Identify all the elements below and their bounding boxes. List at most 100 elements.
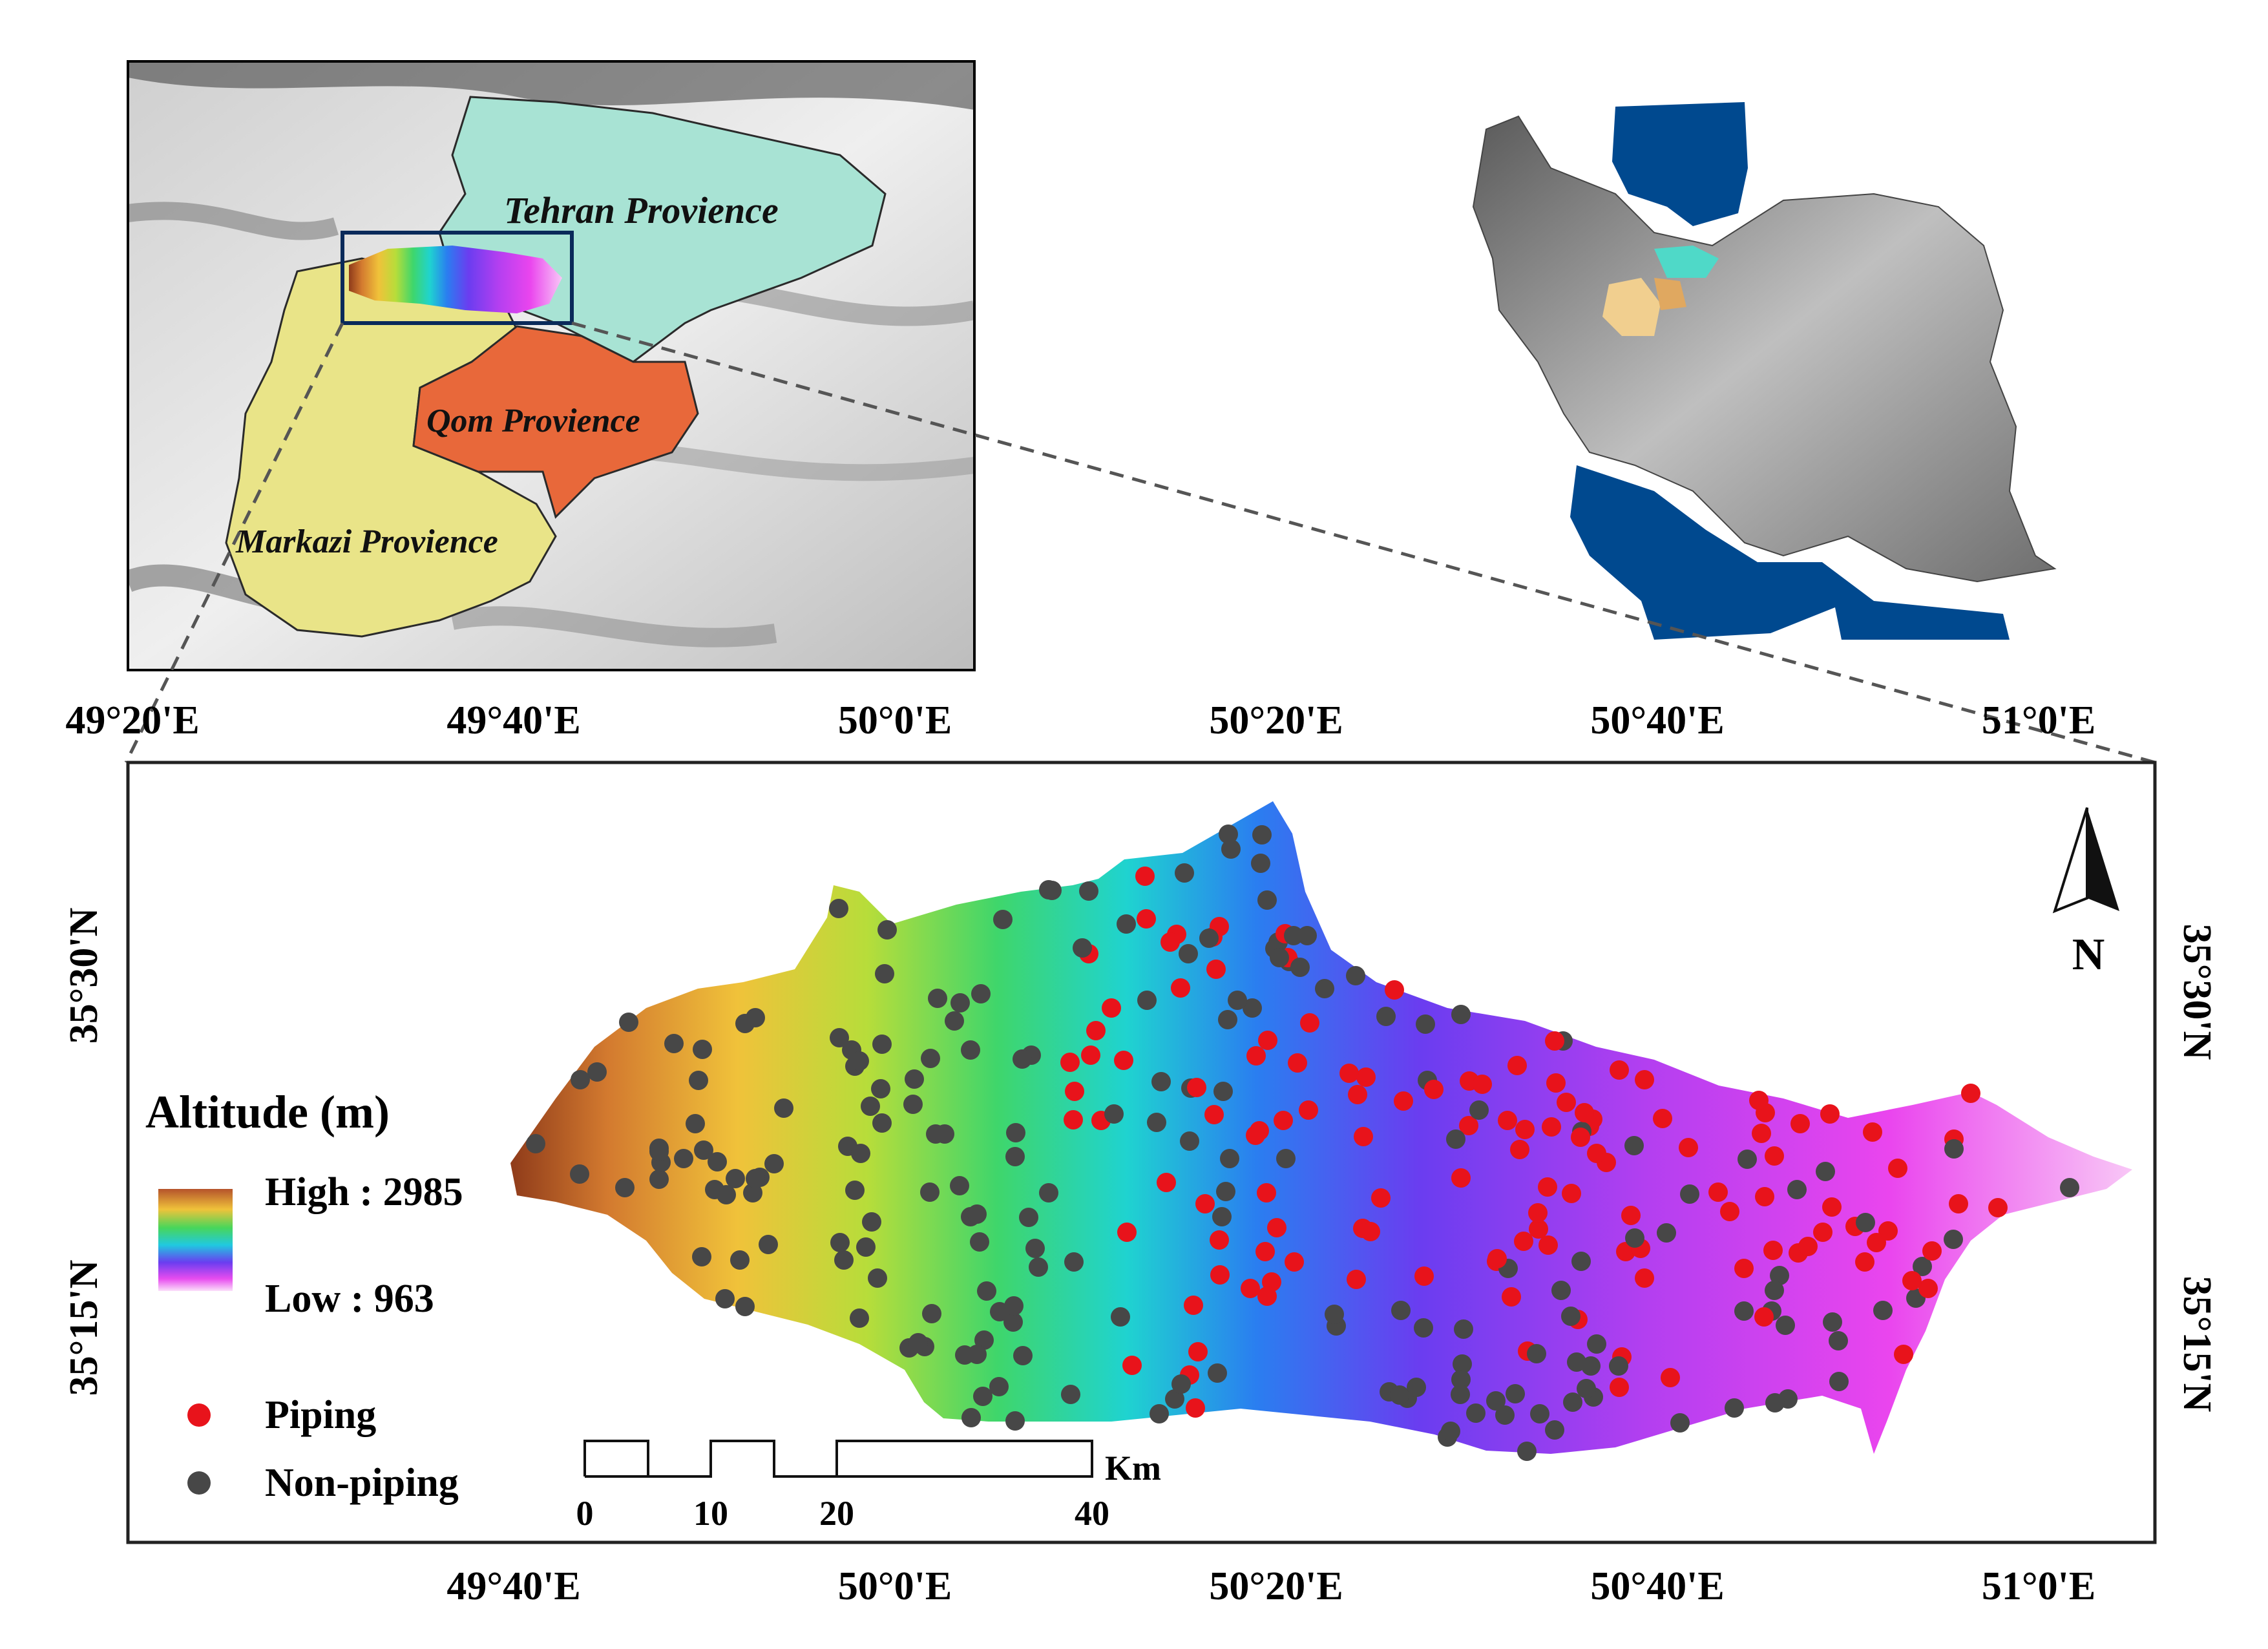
non-piping-point [1873,1301,1893,1320]
non-piping-point [1208,1363,1227,1383]
piping-point [1424,1080,1444,1099]
non-piping-point [1787,1180,1807,1199]
piping-point [1949,1194,1968,1213]
non-piping-point [1454,1319,1473,1339]
piping-point [1888,1159,1907,1178]
non-piping-point [1765,1393,1785,1413]
piping-point [1587,1144,1606,1163]
non-piping-point [1453,1354,1472,1374]
non-piping-point [1213,1082,1233,1101]
piping-point [1385,980,1404,1000]
piping-point [1538,1177,1557,1197]
non-piping-point [1657,1223,1676,1243]
non-piping-point [1466,1403,1486,1423]
legend-piping-marker [187,1403,211,1427]
piping-point [1820,1104,1840,1124]
iran-country [1472,115,2057,583]
non-piping-point [1816,1162,1835,1181]
non-piping-point [1228,991,1247,1010]
non-piping-point [1407,1378,1426,1397]
piping-point [1258,1031,1277,1050]
non-piping-point [920,1182,940,1202]
non-piping-point [1111,1307,1130,1327]
non-piping-point [1545,1420,1564,1440]
piping-point [1206,960,1226,979]
left-tick-0: 35°30'N [62,908,106,1044]
scale-tick-40: 40 [1075,1494,1109,1533]
non-piping-point [922,1304,941,1323]
piping-point [1813,1223,1832,1242]
non-piping-point [990,1302,1009,1321]
piping-point [1734,1259,1754,1278]
piping-point [1542,1117,1561,1137]
non-piping-point [649,1170,669,1189]
piping-point [1117,1223,1137,1242]
non-piping-point [1624,1136,1644,1155]
non-piping-point [908,1333,928,1352]
bottom-tick-3: 50°40'E [1590,1564,1724,1608]
piping-point [1867,1233,1886,1252]
non-piping-point [1391,1301,1411,1320]
non-piping-point [1147,1113,1166,1132]
non-piping-point [1003,1312,1023,1332]
piping-point [1557,1093,1576,1112]
piping-point [1822,1197,1842,1217]
non-piping-point [1944,1230,1963,1249]
non-piping-point [955,1345,974,1365]
non-piping-point [967,1204,987,1224]
non-piping-point [1670,1413,1690,1433]
non-piping-point [1527,1344,1546,1363]
markazi-on-iran [1602,278,1661,336]
top-tick-4: 50°40'E [1590,698,1724,742]
non-piping-point [717,1185,736,1204]
non-piping-point [1073,938,1092,958]
non-piping-point [1829,1372,1849,1391]
non-piping-point [1137,991,1157,1010]
non-piping-point [1029,1257,1048,1277]
piping-point [1288,1053,1307,1073]
non-piping-point [850,1308,869,1328]
non-piping-point [905,1069,924,1089]
non-piping-point [664,1034,684,1053]
piping-point [1241,1279,1260,1298]
piping-point [1798,1237,1818,1256]
label-markazi-province: Markazi Provience [235,523,498,560]
right-tick-0: 35°30'N [2175,924,2219,1060]
non-piping-point [1219,824,1238,844]
non-piping-point [615,1178,635,1197]
non-piping-point [692,1247,711,1266]
non-piping-point [961,1040,980,1060]
qom-province [412,325,699,519]
non-piping-point [693,1040,712,1059]
non-piping-point [862,1212,881,1232]
non-piping-point [1609,1356,1628,1376]
piping-point [1081,1045,1100,1065]
piping-point [1064,1110,1083,1129]
altitude-color-ramp [158,1189,233,1291]
non-piping-point [875,964,894,983]
north-arrow: N [2052,807,2119,980]
non-piping-point [877,920,897,940]
non-piping-point [1725,1398,1744,1418]
non-piping-point [1829,1331,1848,1350]
piping-point [1371,1188,1391,1208]
piping-point [1918,1279,1938,1298]
non-piping-point [872,1113,892,1133]
non-piping-point [1451,1385,1470,1404]
top-tick-2: 50°0'E [838,698,952,742]
piping-point [1610,1060,1629,1080]
non-piping-point [1486,1391,1506,1411]
non-piping-point [1039,880,1058,899]
legend-non-piping-marker [187,1471,211,1495]
non-piping-point [587,1062,607,1082]
top-tick-0: 49°20'E [65,698,199,742]
piping-point [1515,1120,1535,1139]
non-piping-point [526,1134,545,1153]
piping-point [1538,1235,1558,1255]
piping-point [1246,1126,1265,1145]
non-piping-point [850,1051,869,1071]
non-piping-point [1561,1307,1580,1326]
piping-point [1171,978,1190,998]
right-tick-1: 35°15'N [2175,1276,2219,1413]
